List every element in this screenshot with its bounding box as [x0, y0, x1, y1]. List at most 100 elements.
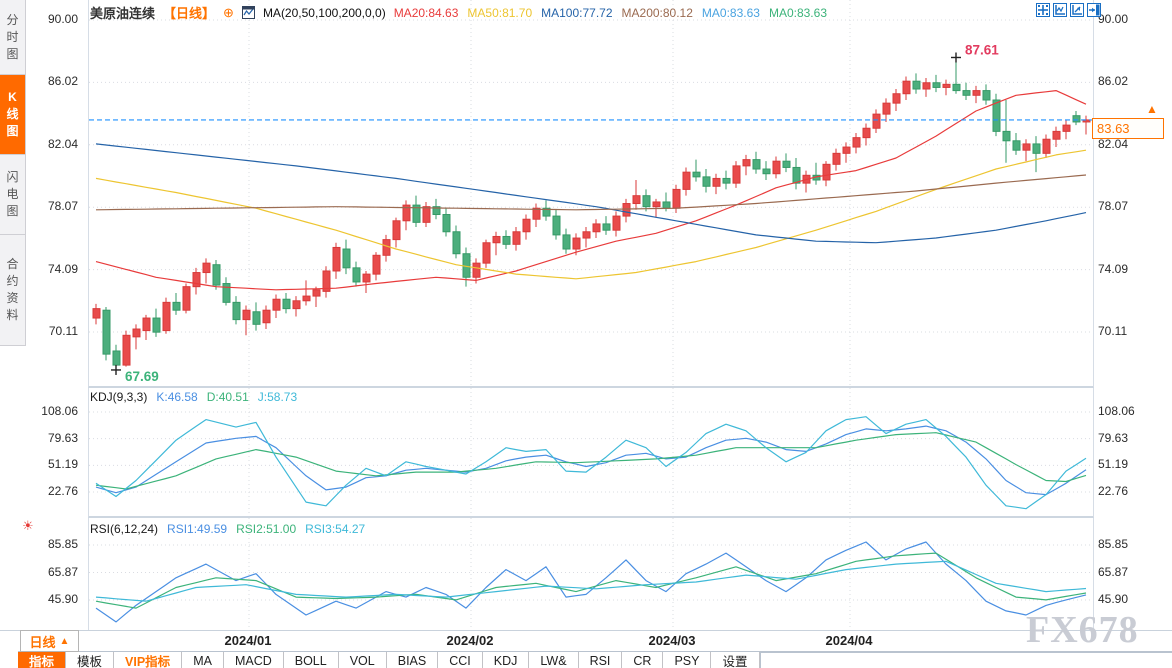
candle — [262, 309, 271, 324]
axis-zoom-icon[interactable] — [1053, 3, 1067, 17]
tab-CR[interactable]: CR — [622, 652, 664, 668]
candle — [252, 311, 261, 325]
axis-label: 78.07 — [1098, 199, 1129, 214]
candle — [312, 289, 321, 297]
candle — [432, 206, 441, 216]
candle — [852, 137, 861, 148]
ma-value-2: MA50:81.70 — [467, 5, 533, 20]
axis-label: 90.00 — [47, 12, 78, 26]
candle — [112, 350, 121, 366]
tab-CCI[interactable]: CCI — [438, 652, 483, 668]
candle — [372, 254, 381, 275]
date-label: 2024/01 — [224, 633, 272, 648]
kdj-k-value: K:46.58 — [156, 390, 198, 404]
candle — [792, 166, 801, 184]
ma-value-6: MA0:83.63 — [768, 5, 827, 20]
candle — [592, 223, 601, 233]
candle — [522, 218, 531, 233]
series-ma100 — [95, 143, 1087, 244]
candle — [472, 262, 481, 278]
kdj-d-value: D:40.51 — [206, 390, 249, 404]
left-axis-gutter: 90.00 86.02 82.04 78.07 74.09 70.11 108.06 79.6… — [25, 0, 88, 630]
kdj-indicator-panel[interactable] — [88, 388, 1094, 518]
candle — [942, 83, 951, 88]
ma-value-5: MA0:83.63 — [701, 5, 760, 20]
axis-label: 22.76 — [1098, 484, 1129, 498]
axis-label: 45.90 — [1098, 592, 1129, 606]
expand-icon[interactable]: ⊕ — [223, 4, 234, 20]
series-k — [95, 425, 1087, 496]
candle — [402, 204, 411, 222]
candle — [322, 270, 331, 292]
rsi3-value: RSI3:54.27 — [305, 522, 366, 536]
kdj-header: KDJ(9,3,3) K:46.58 D:40.51 J:58.73 — [90, 390, 297, 404]
candle — [222, 283, 231, 303]
candle — [492, 235, 501, 244]
tab-BOLL[interactable]: BOLL — [284, 652, 339, 668]
candle — [212, 264, 221, 286]
period-selector-button[interactable]: 日线 ▲ — [20, 630, 79, 652]
candle — [732, 165, 741, 184]
candle — [192, 272, 201, 288]
candle — [782, 160, 791, 168]
axis-label: 74.09 — [1098, 261, 1129, 276]
date-label: 2024/02 — [446, 633, 494, 648]
tab-设置[interactable]: 设置 — [711, 652, 760, 668]
candle — [392, 220, 401, 241]
axis-label: 86.02 — [47, 74, 78, 89]
high-annotation: 87.61 — [965, 42, 999, 57]
axis-label: 51.19 — [47, 457, 78, 472]
axis-label: 70.11 — [1098, 324, 1128, 338]
mini-chart-icon[interactable] — [241, 6, 255, 19]
sidebar-item-4[interactable]: 合 约 资 料 — [0, 235, 25, 346]
tab-MACD[interactable]: MACD — [224, 652, 284, 668]
tab-模板[interactable]: 模板 — [66, 652, 115, 668]
crosshair-icon[interactable] — [1036, 3, 1050, 17]
candle — [932, 82, 941, 88]
axis-label: 85.85 — [47, 537, 78, 551]
axis-label: 78.07 — [47, 199, 78, 214]
candle — [642, 195, 651, 208]
candle — [282, 298, 291, 310]
tab-VOL[interactable]: VOL — [339, 652, 387, 668]
sidebar-item-3[interactable]: 闪 电 图 — [0, 155, 25, 235]
candle — [292, 300, 301, 310]
candle — [102, 309, 111, 355]
axis-label: 82.04 — [47, 136, 78, 151]
candle — [1052, 130, 1061, 140]
collapse-right-icon[interactable] — [1087, 3, 1101, 17]
series-ma20 — [95, 89, 1087, 291]
axis-label: 45.90 — [47, 592, 78, 606]
tab-MA[interactable]: MA — [182, 652, 224, 668]
tab-KDJ[interactable]: KDJ — [483, 652, 530, 668]
tab-指标[interactable]: 指标 — [18, 652, 67, 668]
candle — [272, 298, 281, 311]
candle — [762, 168, 771, 175]
indicator-settings-icon[interactable]: ☀ — [22, 518, 34, 533]
candle — [582, 231, 591, 239]
kdj-j-value: J:58.73 — [257, 390, 298, 404]
candle — [992, 99, 1001, 132]
tab-PSY[interactable]: PSY — [663, 652, 712, 668]
axis-label: 79.63 — [1098, 430, 1129, 445]
sidebar-item-2[interactable]: K 线 图 — [0, 75, 25, 155]
tab-VIP指标[interactable]: VIP指标 — [114, 652, 183, 668]
axis-pan-icon[interactable] — [1070, 3, 1084, 17]
candle — [962, 90, 971, 96]
tab-LW&[interactable]: LW& — [529, 652, 579, 668]
axis-label: 79.63 — [47, 430, 78, 445]
date-axis-row: 2024/01 2024/02 2024/03 2024/04 — [0, 630, 1172, 652]
candle — [872, 113, 881, 129]
candle — [972, 90, 981, 96]
candle — [242, 309, 251, 321]
candle — [1002, 130, 1011, 142]
candle — [712, 177, 721, 187]
series-ma200 — [95, 174, 1087, 211]
candle — [202, 262, 211, 274]
tab-BIAS[interactable]: BIAS — [387, 652, 439, 668]
ma-values: MA20:84.63 MA50:81.70 MA100:77.72 MA200:80.… — [394, 6, 827, 20]
price-chart-panel[interactable]: 87.61 67.69 — [88, 0, 1094, 388]
sidebar-item-1[interactable]: 分 时 图 — [0, 0, 25, 75]
candle — [562, 234, 571, 250]
tab-RSI[interactable]: RSI — [579, 652, 623, 668]
